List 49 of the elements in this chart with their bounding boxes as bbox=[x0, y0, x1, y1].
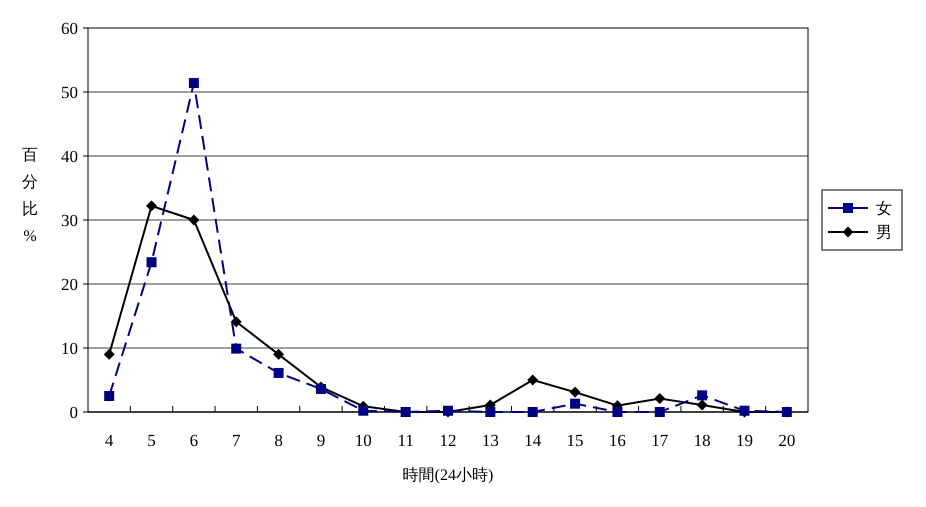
point bbox=[231, 344, 242, 354]
point bbox=[527, 374, 538, 386]
y-tick-label: 30 bbox=[61, 210, 78, 230]
x-tick-label: 17 bbox=[651, 431, 669, 450]
point bbox=[104, 391, 114, 401]
x-axis-title: 時間(24小時) bbox=[402, 466, 494, 484]
y-tick-label: 0 bbox=[70, 402, 78, 422]
point bbox=[273, 348, 284, 360]
x-tick-label: 20 bbox=[778, 431, 796, 450]
y-tick-label: 20 bbox=[61, 274, 78, 294]
point bbox=[104, 348, 115, 360]
x-tick-label: 6 bbox=[190, 431, 198, 450]
y-tick-label: 10 bbox=[61, 338, 78, 358]
point bbox=[230, 316, 242, 328]
y-tick-label: 50 bbox=[61, 82, 78, 102]
y-tick-label: 60 bbox=[61, 18, 78, 38]
point bbox=[146, 200, 158, 212]
point bbox=[528, 407, 538, 417]
point bbox=[274, 368, 284, 378]
x-tick-label: 19 bbox=[736, 431, 753, 450]
x-tick-label: 8 bbox=[274, 431, 283, 450]
point bbox=[697, 390, 708, 400]
legend-label: 女 bbox=[876, 200, 892, 218]
x-tick-label: 14 bbox=[524, 431, 542, 450]
x-tick-label: 5 bbox=[147, 431, 156, 450]
x-tick-label: 12 bbox=[440, 431, 456, 450]
point bbox=[612, 407, 622, 417]
x-tick-label: 18 bbox=[694, 431, 711, 450]
x-tick-label: 15 bbox=[566, 431, 584, 450]
x-tick-label: 4 bbox=[104, 431, 114, 450]
point bbox=[570, 398, 580, 409]
point bbox=[570, 386, 581, 398]
x-tick-label: 13 bbox=[482, 431, 499, 450]
y-axis-title: 百分比% bbox=[22, 147, 38, 245]
point bbox=[188, 214, 200, 226]
point bbox=[654, 393, 666, 404]
point bbox=[485, 407, 496, 417]
x-tick-label: 16 bbox=[608, 431, 626, 450]
x-tick-label: 11 bbox=[397, 431, 414, 450]
point bbox=[146, 257, 157, 268]
point bbox=[358, 406, 368, 416]
legend-label: 男 bbox=[876, 224, 892, 242]
x-tick-label: 7 bbox=[232, 431, 241, 450]
y-tick-label: 40 bbox=[61, 146, 78, 166]
x-tick-label: 9 bbox=[316, 431, 326, 450]
point bbox=[654, 407, 665, 417]
point bbox=[696, 399, 708, 410]
point bbox=[188, 78, 199, 88]
x-tick-label: 10 bbox=[354, 431, 372, 450]
